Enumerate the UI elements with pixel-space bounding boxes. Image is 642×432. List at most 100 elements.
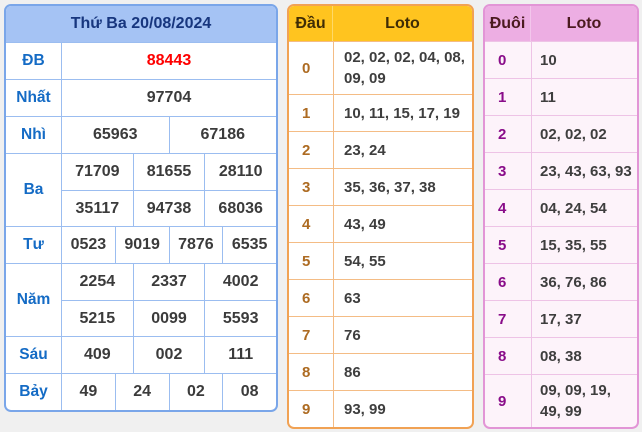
dau-loto-values: 43, 49 — [333, 206, 472, 242]
prize-number: 94738 — [132, 191, 205, 226]
dau-loto-values: 02, 02, 02, 04, 08, 09, 09 — [333, 42, 472, 94]
dau-loto-values: 86 — [333, 354, 472, 390]
duoi-digit: 9 — [498, 392, 507, 410]
prize-number: 7876 — [168, 227, 223, 263]
prize-number: 08 — [222, 374, 276, 410]
dau-digit: 1 — [302, 104, 311, 122]
prize-row-nam: Năm 2254 2337 4002 5215 0099 5593 — [6, 263, 276, 336]
prize-row-bay: Bảy 49 24 02 08 — [6, 373, 276, 410]
dau-row-0: 0 02, 02, 02, 04, 08, 09, 09 — [289, 41, 472, 94]
prize-label-nhi: Nhì — [6, 117, 62, 153]
dau-row-6: 6 63 — [289, 279, 472, 316]
dau-loto-column-header: Loto — [385, 14, 420, 32]
prize-number: 65963 — [93, 126, 138, 143]
dau-loto-table: Đầu Loto 0 02, 02, 02, 04, 08, 09, 09 1 10,… — [287, 4, 474, 429]
dau-loto-values: 10, 11, 15, 17, 19 — [333, 95, 472, 131]
prize-label-ba: Ba — [6, 154, 62, 226]
duoi-row-4: 4 04, 24, 54 — [485, 189, 637, 226]
duoi-row-7: 7 17, 37 — [485, 300, 637, 337]
dau-loto-values: 76 — [333, 317, 472, 353]
prize-number: 5593 — [204, 301, 276, 336]
prize-line: 409 002 111 — [62, 337, 276, 373]
duoi-loto-values: 08, 38 — [531, 338, 637, 374]
duoi-loto-values: 36, 76, 86 — [531, 264, 637, 300]
results-table-title: Thứ Ba 20/08/2024 — [6, 6, 276, 42]
duoi-digit: 0 — [498, 51, 507, 69]
dau-row-9: 9 93, 99 — [289, 390, 472, 427]
prize-number: 002 — [132, 337, 205, 373]
dau-loto-values: 93, 99 — [333, 391, 472, 427]
prize-number: 111 — [204, 337, 276, 373]
duoi-digit: 7 — [498, 310, 507, 328]
dau-digit: 0 — [302, 59, 311, 77]
duoi-digit: 5 — [498, 236, 507, 254]
duoi-loto-values: 09, 09, 19, 49, 99 — [531, 375, 637, 427]
duoi-loto-table: Đuôi Loto 0 10 1 11 2 02, 02, 02 3 23, 43, 63, … — [483, 4, 639, 429]
prize-number: 409 — [83, 346, 111, 363]
prize-number: 97704 — [146, 89, 192, 106]
duoi-row-1: 1 11 — [485, 78, 637, 115]
dau-loto-values: 23, 24 — [333, 132, 472, 168]
duoi-row-0: 0 10 — [485, 41, 637, 78]
duoi-digit: 4 — [498, 199, 507, 217]
prize-number: 35117 — [75, 199, 120, 217]
duoi-row-8: 8 08, 38 — [485, 337, 637, 374]
dau-row-8: 8 86 — [289, 353, 472, 390]
dau-loto-values: 63 — [333, 280, 472, 316]
duoi-digit: 8 — [498, 347, 507, 365]
prize-values-tu: 0523 9019 7876 6535 — [62, 227, 276, 263]
prize-values-nhat: 97704 — [62, 80, 276, 116]
prize-values-ba: 71709 81655 28110 35117 94738 68036 — [62, 154, 276, 226]
prize-row-sau: Sáu 409 002 111 — [6, 336, 276, 373]
duoi-table-header: Đuôi Loto — [485, 6, 637, 41]
prize-number: 24 — [114, 374, 169, 410]
prize-number: 67186 — [168, 117, 277, 153]
dau-row-1: 1 10, 11, 15, 17, 19 — [289, 94, 472, 131]
duoi-table-body: 0 10 1 11 2 02, 02, 02 3 23, 43, 63, 93 4 04, 24,… — [485, 41, 637, 427]
prize-number: 0523 — [70, 236, 107, 253]
duoi-column-header: Đuôi — [485, 6, 531, 41]
duoi-loto-values: 10 — [531, 42, 637, 78]
dau-digit: 9 — [302, 400, 311, 418]
prize-number: 68036 — [204, 191, 276, 226]
prize-number: 88443 — [146, 52, 192, 69]
prize-values-sau: 409 002 111 — [62, 337, 276, 373]
prize-values-bay: 49 24 02 08 — [62, 374, 276, 410]
prize-number: 2337 — [132, 264, 205, 300]
dau-digit: 8 — [302, 363, 311, 381]
dau-row-2: 2 23, 24 — [289, 131, 472, 168]
dau-digit: 6 — [302, 289, 311, 307]
prize-number: 5215 — [79, 309, 116, 327]
dau-row-3: 3 35, 36, 37, 38 — [289, 168, 472, 205]
dau-table-body: 0 02, 02, 02, 04, 08, 09, 09 1 10, 11, 15, … — [289, 41, 472, 427]
prize-line: 97704 — [62, 80, 276, 116]
duoi-row-5: 5 15, 35, 55 — [485, 226, 637, 263]
dau-loto-values: 54, 55 — [333, 243, 472, 279]
duoi-row-6: 6 36, 76, 86 — [485, 263, 637, 300]
prize-number: 6535 — [222, 227, 276, 263]
prize-values-db: 88443 — [62, 43, 276, 79]
results-table: Thứ Ba 20/08/2024 ĐB 88443 Nhất 97704 Nhì 659… — [4, 4, 278, 412]
duoi-loto-column-header: Loto — [566, 14, 602, 32]
prize-line: 2254 2337 4002 — [62, 264, 276, 300]
dau-loto-values: 35, 36, 37, 38 — [333, 169, 472, 205]
prize-row-nhat: Nhất 97704 — [6, 79, 276, 116]
duoi-digit: 6 — [498, 273, 507, 291]
prize-label-bay: Bảy — [6, 374, 62, 410]
prize-values-nam: 2254 2337 4002 5215 0099 5593 — [62, 264, 276, 336]
dau-row-5: 5 54, 55 — [289, 242, 472, 279]
duoi-row-3: 3 23, 43, 63, 93 — [485, 152, 637, 189]
prize-line: 35117 94738 68036 — [62, 190, 276, 226]
prize-values-nhi: 65963 67186 — [62, 117, 276, 153]
prize-number: 9019 — [114, 227, 169, 263]
prize-label-sau: Sáu — [6, 337, 62, 373]
duoi-loto-values: 11 — [531, 79, 637, 115]
dau-table-header: Đầu Loto — [289, 6, 472, 41]
prize-label-tu: Tư — [6, 227, 62, 263]
duoi-digit: 1 — [498, 88, 507, 106]
duoi-row-9: 9 09, 09, 19, 49, 99 — [485, 374, 637, 427]
prize-line: 71709 81655 28110 — [62, 154, 276, 190]
prize-line: 5215 0099 5593 — [62, 300, 276, 336]
dau-digit: 4 — [302, 215, 311, 233]
dau-row-7: 7 76 — [289, 316, 472, 353]
